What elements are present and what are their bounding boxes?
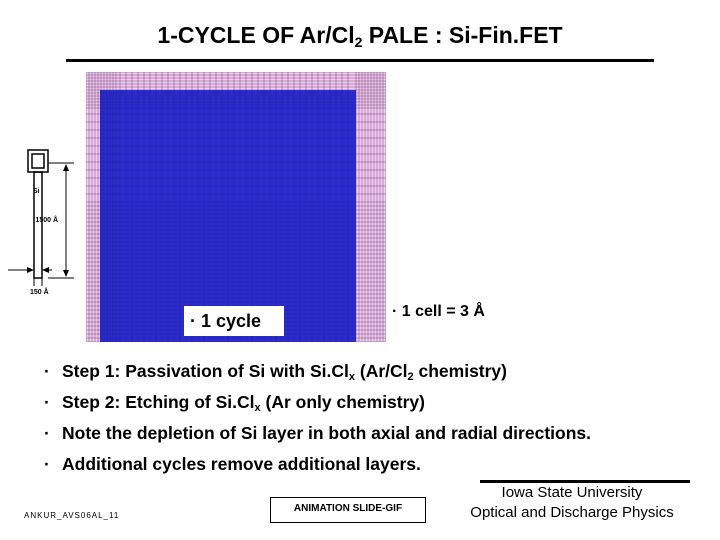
cell-note-text: 1 cell = 3 Å bbox=[401, 303, 485, 320]
cell-size-note: · 1 cell = 3 Å bbox=[392, 303, 485, 321]
footer-rule bbox=[480, 480, 690, 483]
bullet-text: Additional cycles remove additional laye… bbox=[62, 454, 421, 474]
bullet-dot: · bbox=[44, 423, 50, 443]
list-item: · Step 1: Passivation of Si with Si.Clx (… bbox=[44, 358, 591, 389]
cycle-label: · 1 cycle bbox=[184, 306, 284, 336]
list-item: · Step 2: Etching of Si.Clx (Ar only chem… bbox=[44, 389, 591, 420]
lab-name: Optical and Discharge Physics bbox=[470, 504, 674, 521]
si-label: Si bbox=[33, 188, 40, 195]
bullet-text: Note the depletion of Si layer in both a… bbox=[62, 423, 591, 443]
title-rest: PALE : Si-Fin.FET bbox=[362, 22, 563, 48]
cycle-bullet: · bbox=[190, 311, 196, 331]
bullet-text: Step 1: Passivation of Si with Si.Cl bbox=[62, 361, 349, 381]
list-item: · Note the depletion of Si layer in both … bbox=[44, 420, 591, 451]
bullet-subscript: 2 bbox=[407, 371, 414, 383]
cell-note-bullet: · bbox=[392, 303, 398, 320]
bullet-text: (Ar only chemistry) bbox=[260, 392, 426, 412]
bullet-text: Step 2: Etching of Si.Cl bbox=[62, 392, 255, 412]
bullet-text: chemistry) bbox=[413, 361, 507, 381]
title-underline bbox=[66, 59, 654, 62]
bullet-subscript: x bbox=[254, 402, 261, 414]
width-label: 150 Å bbox=[30, 287, 49, 296]
height-label: 1500 Å bbox=[35, 215, 58, 224]
slide-id: ANKUR_AVS06AL_11 bbox=[24, 511, 120, 520]
bullet-dot: · bbox=[44, 392, 50, 412]
simulation-mesh bbox=[86, 72, 386, 342]
title-subscript: 2 bbox=[354, 34, 363, 50]
height-arrow-down bbox=[63, 270, 69, 277]
bullet-text: (Ar/Cl bbox=[355, 361, 408, 381]
bullet-list: · Step 1: Passivation of Si with Si.Clx (… bbox=[44, 358, 591, 482]
slide-title: 1-CYCLE OF Ar/Cl2 PALE : Si-Fin.FET bbox=[0, 22, 720, 50]
height-arrow-up bbox=[63, 164, 69, 171]
bullet-dot: · bbox=[44, 454, 50, 474]
list-item: · Additional cycles remove additional lay… bbox=[44, 451, 591, 482]
university-name: Iowa State University bbox=[501, 484, 643, 501]
fin-body bbox=[33, 171, 43, 279]
bullet-dot: · bbox=[44, 361, 50, 381]
bullet-subscript: x bbox=[348, 371, 355, 383]
silicon-region bbox=[100, 90, 356, 342]
title-main: 1-CYCLE OF Ar/Cl bbox=[157, 22, 355, 48]
fin-schematic: Si 1500 Å 150 Å bbox=[8, 149, 74, 296]
width-arrow-right bbox=[27, 267, 34, 273]
animation-label: ANIMATION SLIDE-GIF bbox=[270, 497, 426, 523]
cycle-text: 1 cycle bbox=[201, 311, 262, 331]
width-arrow-left bbox=[42, 267, 49, 273]
fin-cap-inner bbox=[31, 153, 45, 169]
